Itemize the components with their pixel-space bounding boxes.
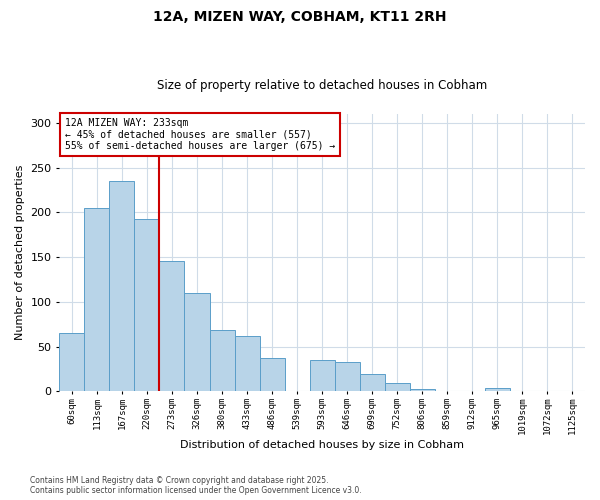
Bar bbox=[235, 336, 260, 392]
Bar bbox=[260, 358, 284, 392]
Bar bbox=[184, 293, 209, 392]
Bar bbox=[385, 383, 410, 392]
Title: Size of property relative to detached houses in Cobham: Size of property relative to detached ho… bbox=[157, 79, 487, 92]
Y-axis label: Number of detached properties: Number of detached properties bbox=[15, 165, 25, 340]
Text: Contains HM Land Registry data © Crown copyright and database right 2025.
Contai: Contains HM Land Registry data © Crown c… bbox=[30, 476, 362, 495]
Bar bbox=[485, 388, 510, 392]
Bar bbox=[360, 374, 385, 392]
Bar bbox=[109, 181, 134, 392]
Bar bbox=[209, 330, 235, 392]
Bar bbox=[59, 333, 85, 392]
Bar bbox=[310, 360, 335, 392]
Text: 12A, MIZEN WAY, COBHAM, KT11 2RH: 12A, MIZEN WAY, COBHAM, KT11 2RH bbox=[153, 10, 447, 24]
Text: 12A MIZEN WAY: 233sqm
← 45% of detached houses are smaller (557)
55% of semi-det: 12A MIZEN WAY: 233sqm ← 45% of detached … bbox=[65, 118, 335, 152]
Bar bbox=[134, 218, 160, 392]
Bar bbox=[410, 388, 435, 392]
Bar bbox=[160, 260, 184, 392]
Bar bbox=[335, 362, 360, 392]
X-axis label: Distribution of detached houses by size in Cobham: Distribution of detached houses by size … bbox=[180, 440, 464, 450]
Bar bbox=[85, 208, 109, 392]
